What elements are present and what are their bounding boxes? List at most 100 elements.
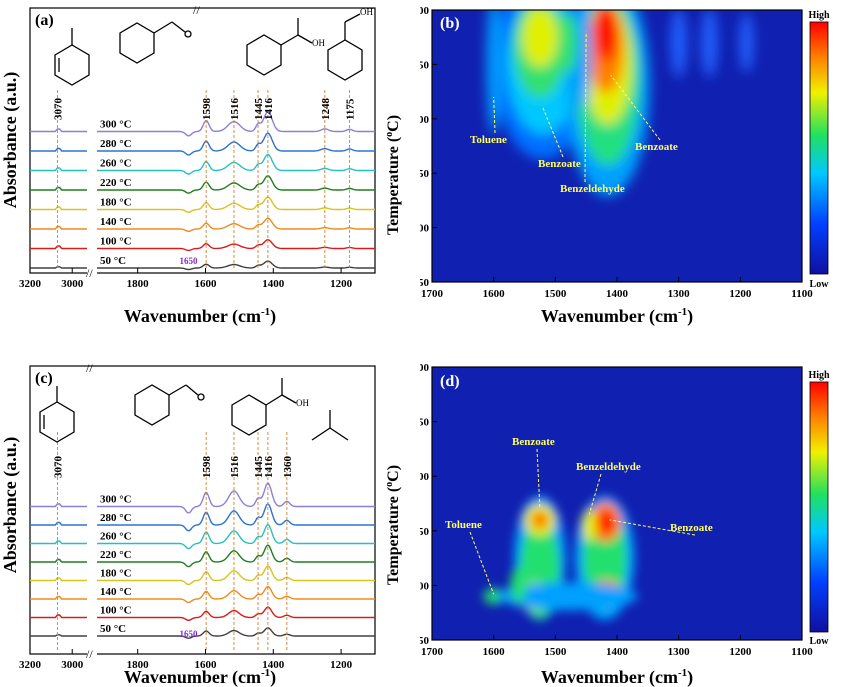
y-tick-label: 150 bbox=[420, 168, 430, 180]
heatmap-d bbox=[432, 367, 802, 640]
spectrum-line bbox=[97, 544, 375, 568]
spectrum-line-left bbox=[30, 558, 87, 563]
x-axis-title-text: Wavenumber (cm bbox=[541, 667, 678, 687]
temperature-deg: o bbox=[384, 482, 395, 487]
axis-break-top-c: // bbox=[86, 361, 93, 375]
series-label: 260 °C bbox=[100, 531, 132, 543]
y-tick-label: 150 bbox=[420, 526, 430, 538]
x-tick-label: 1700 bbox=[421, 288, 444, 300]
spectrum-line-left bbox=[30, 521, 87, 526]
spectra-a bbox=[30, 110, 375, 271]
spectrum-line-left bbox=[30, 614, 87, 619]
heat-blob bbox=[557, 12, 578, 73]
spectrum-line bbox=[97, 627, 375, 639]
y-axis-title-b: Temperature (oC) bbox=[384, 115, 402, 235]
y-axis-title-c: Absorbance (a.u.) bbox=[0, 437, 21, 574]
colorbar-high-b: High bbox=[808, 10, 830, 21]
colorbar-b bbox=[809, 21, 829, 275]
spectrum-line bbox=[97, 238, 375, 252]
y-tick-label: 250 bbox=[420, 59, 430, 71]
spectrum-line-left bbox=[30, 634, 87, 637]
spectrum-line bbox=[97, 153, 375, 175]
panel-label-c: (c) bbox=[35, 370, 53, 387]
series-label: 300 °C bbox=[100, 494, 132, 506]
x-tick-label: 1600 bbox=[483, 288, 506, 300]
benzoic-acid-structure-icon bbox=[231, 378, 297, 436]
series-labels-c: 50 °C 100 °C 140 °C 180 °C 220 °C 260 °C 280 °… bbox=[100, 494, 132, 636]
x-tick-label: 1300 bbox=[668, 288, 691, 300]
temperature-title-b: Temperature (oC) bbox=[378, 90, 408, 260]
spectrum-line bbox=[97, 585, 375, 604]
spectrum-line-left bbox=[30, 245, 87, 250]
spectrum-line-left bbox=[30, 167, 87, 172]
plot-frame-c bbox=[29, 365, 376, 655]
spectrum-line bbox=[97, 132, 375, 156]
series-label: 100 °C bbox=[100, 605, 132, 617]
panel-label-d: (d) bbox=[440, 373, 460, 390]
spectrum-line bbox=[97, 523, 375, 550]
spectrum-line-left bbox=[30, 225, 87, 230]
oh-label-a1: OH bbox=[312, 38, 325, 48]
x-tick-label: 1200 bbox=[330, 659, 353, 671]
y-axis-title-d: Temperature (oC) bbox=[384, 465, 402, 585]
heatmap-b bbox=[432, 10, 802, 282]
heat-blob bbox=[510, 567, 527, 604]
peak-label-extra: 1650 bbox=[180, 256, 199, 266]
axes-b: 1700 1600 1500 1400 1300 1200 1100 50 100 150 200 2… bbox=[420, 5, 813, 300]
spectrum-line-left bbox=[30, 186, 87, 191]
spectrum-line-left bbox=[30, 206, 87, 211]
x-axis-title-c: Wavenumber (cm-1) bbox=[124, 667, 276, 687]
annotation-arrow bbox=[609, 519, 696, 536]
spectrum-line bbox=[97, 174, 375, 194]
spectrum-line-left bbox=[30, 503, 87, 508]
peak-label: 1416 bbox=[263, 456, 275, 479]
temperature-text: Temperature ( bbox=[385, 137, 402, 235]
colorbar-high-d: High bbox=[808, 370, 830, 381]
x-tick-label: 1600 bbox=[194, 659, 217, 671]
spectrum-line-left bbox=[30, 128, 87, 133]
benzaldehyde-structure-icon bbox=[134, 384, 205, 426]
spectrum-line bbox=[97, 196, 375, 213]
heat-blob bbox=[575, 10, 592, 109]
y-tick-label: 100 bbox=[420, 223, 430, 235]
annotation-arrow bbox=[493, 97, 496, 134]
series-label: 180 °C bbox=[100, 197, 132, 209]
benzyl-alcohol-structure-icon bbox=[327, 13, 363, 81]
oh-label-c: OH bbox=[296, 398, 309, 408]
temperature-title-d: Temperature (oC) bbox=[378, 440, 408, 610]
annotations-d: Benzoate Benzeldehyde Toluene Benzoate bbox=[445, 436, 713, 595]
series-label: 50 °C bbox=[100, 623, 126, 635]
series-label: 180 °C bbox=[100, 568, 132, 580]
spectrum-line bbox=[97, 564, 375, 586]
x-tick-label: 1400 bbox=[262, 659, 285, 671]
y-tick-label: 100 bbox=[420, 580, 430, 592]
acetone-structure-icon bbox=[311, 410, 349, 441]
annotations-b: Toluene Benzoate Benzeldehyde Benzoate bbox=[470, 31, 678, 195]
series-label: 220 °C bbox=[100, 177, 132, 189]
heat-blob bbox=[582, 509, 597, 542]
series-label: 220 °C bbox=[100, 549, 132, 561]
panel-a: // // 50 °C 100 °C 140 °C 180 °C 220 °C 260 °… bbox=[0, 3, 376, 327]
series-label: 300 °C bbox=[100, 119, 132, 131]
x-axis-title-a: Wavenumber (cm-1) bbox=[124, 306, 276, 327]
axis-break-gap-a bbox=[87, 266, 97, 278]
spectrum-line-left bbox=[30, 266, 87, 269]
spectrum-line-left bbox=[30, 147, 87, 152]
x-axis-title-close: ) bbox=[687, 306, 693, 327]
annotation-arrow bbox=[610, 74, 661, 141]
annotation-label: Benzoate bbox=[635, 141, 678, 153]
dashed-guides-c bbox=[56, 432, 288, 650]
peak-label: 1516 bbox=[229, 456, 241, 479]
peak-label: 1598 bbox=[201, 98, 213, 121]
heat-blob bbox=[739, 12, 754, 73]
heat-blob bbox=[701, 10, 718, 78]
spectrum-line-left bbox=[30, 595, 87, 600]
x-ticks-c: 3200 3000 1800 1600 1400 1200 bbox=[19, 649, 353, 671]
axes-d: 1700 1600 1500 1400 1300 1200 1100 50 100 150 200 2… bbox=[420, 362, 813, 658]
temperature-deg: o bbox=[384, 132, 395, 137]
x-axis-title-exp: -1 bbox=[678, 667, 687, 679]
annotation-arrow bbox=[536, 448, 541, 509]
series-label: 140 °C bbox=[100, 586, 132, 598]
series-label: 280 °C bbox=[100, 512, 132, 524]
